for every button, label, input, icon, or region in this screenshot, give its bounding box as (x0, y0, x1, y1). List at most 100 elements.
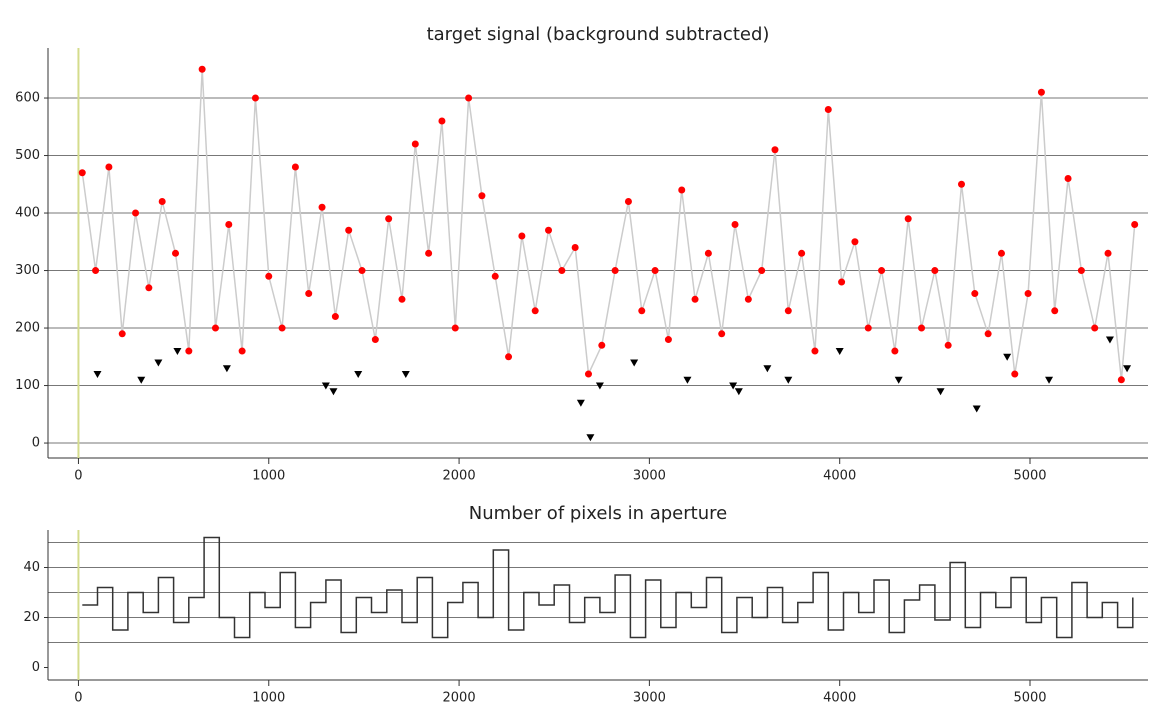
signal-point (704, 249, 712, 257)
y-tick-label: 200 (15, 321, 40, 336)
signal-point (611, 267, 619, 275)
signal-point (305, 290, 313, 298)
signal-point (851, 238, 859, 246)
upper-limit-marker (401, 371, 410, 379)
y-tick-label: 400 (15, 206, 40, 221)
signal-point (105, 163, 113, 171)
signal-point (957, 180, 965, 188)
signal-point (238, 347, 246, 355)
signal-point (198, 65, 206, 73)
signal-point (718, 330, 726, 338)
signal-point (1037, 88, 1045, 96)
signal-point (132, 209, 140, 217)
signal-point (811, 347, 819, 355)
x-tick-label: 0 (74, 691, 82, 705)
signal-point (758, 267, 766, 275)
upper-limit-marker (683, 376, 692, 384)
signal-point (558, 267, 566, 275)
upper-limit-marker (734, 388, 743, 396)
upper-limit-marker (1105, 336, 1114, 344)
upper-limit-marker (354, 371, 363, 379)
signal-point (425, 249, 433, 257)
signal-point (598, 341, 606, 349)
y-tick-label: 600 (15, 91, 40, 106)
signal-point (784, 307, 792, 315)
signal-point (531, 307, 539, 315)
upper-limit-marker (321, 382, 330, 390)
signal-point (744, 295, 752, 303)
signal-point (731, 221, 739, 229)
signal-point (1117, 376, 1125, 384)
upper-limit-marker (972, 405, 981, 413)
signal-point (251, 94, 259, 102)
signal-point (345, 226, 353, 234)
signal-point (571, 244, 579, 252)
signal-point (331, 313, 339, 321)
signal-point (451, 324, 459, 332)
y-tick-label: 40 (23, 560, 40, 575)
y-tick-label: 300 (15, 263, 40, 278)
upper-limit-marker (137, 376, 146, 384)
signal-line (81, 69, 1136, 380)
x-tick-label: 1000 (252, 469, 285, 484)
signal-point (678, 186, 686, 194)
signal-point (78, 169, 86, 177)
upper-limit-marker (630, 359, 639, 367)
signal-point (505, 353, 513, 361)
x-tick-label: 3000 (633, 469, 666, 484)
signal-point (878, 267, 886, 275)
signal-point (944, 341, 952, 349)
y-tick-label: 0 (32, 660, 40, 675)
signal-point (225, 221, 233, 229)
y-tick-label: 0 (32, 436, 40, 451)
signal-point (584, 370, 592, 378)
chart-title: target signal (background subtracted) (427, 24, 770, 45)
x-tick-label: 2000 (443, 469, 476, 484)
upper-limit-marker (93, 371, 102, 379)
signal-point (691, 295, 699, 303)
pixel-count-line (82, 536, 1134, 639)
x-tick-label: 1000 (252, 691, 285, 705)
y-tick-label: 500 (15, 148, 40, 163)
upper-limit-marker (154, 359, 163, 367)
signal-point (824, 106, 832, 114)
signal-point (438, 117, 446, 125)
signal-point (1131, 221, 1139, 229)
signal-point (798, 249, 806, 257)
upper-limit-marker (894, 376, 903, 384)
signal-point (118, 330, 126, 338)
x-tick-label: 0 (74, 469, 82, 484)
signal-point (278, 324, 286, 332)
signal-point (478, 192, 486, 200)
upper-limit-marker (1123, 365, 1132, 373)
upper-limit-marker (936, 388, 945, 396)
y-tick-label: 100 (15, 378, 40, 393)
signal-point (931, 267, 939, 275)
signal-point (411, 140, 419, 148)
signal-point (211, 324, 219, 332)
upper-limit-marker (586, 434, 595, 442)
signal-point (624, 198, 632, 206)
signal-point (1091, 324, 1099, 332)
signal-point (385, 215, 393, 223)
signal-point (158, 198, 166, 206)
x-tick-label: 3000 (633, 691, 666, 705)
signal-point (491, 272, 499, 280)
chart-title: Number of pixels in aperture (469, 503, 727, 524)
signal-point (92, 267, 100, 275)
signal-point (172, 249, 180, 257)
signal-point (1104, 249, 1112, 257)
upper-limit-marker (835, 348, 844, 356)
signal-point (1051, 307, 1059, 315)
signal-point (1064, 175, 1072, 183)
signal-point (971, 290, 979, 298)
signal-point (185, 347, 193, 355)
signal-point (1024, 290, 1032, 298)
signal-point (1077, 267, 1085, 275)
x-tick-label: 4000 (823, 691, 856, 705)
x-tick-label: 5000 (1013, 469, 1046, 484)
x-tick-label: 5000 (1013, 691, 1046, 705)
signal-point (891, 347, 899, 355)
signal-point (918, 324, 926, 332)
